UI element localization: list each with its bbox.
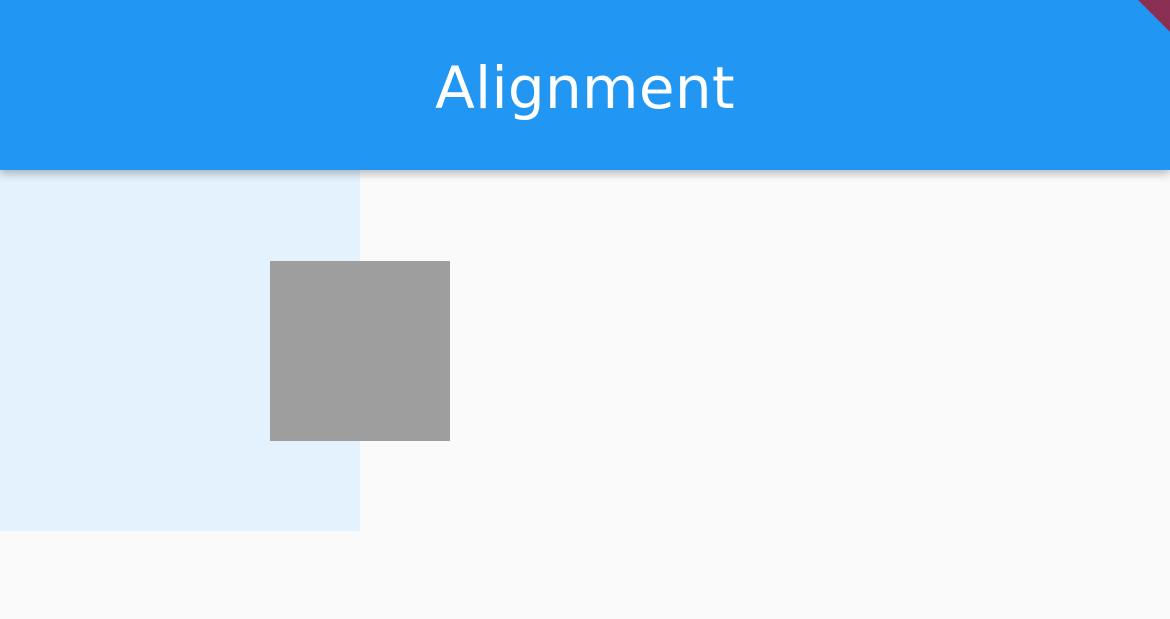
- app-bar: Alignment: [0, 0, 1170, 170]
- aligned-box: [270, 261, 450, 441]
- page-title: Alignment: [435, 53, 735, 122]
